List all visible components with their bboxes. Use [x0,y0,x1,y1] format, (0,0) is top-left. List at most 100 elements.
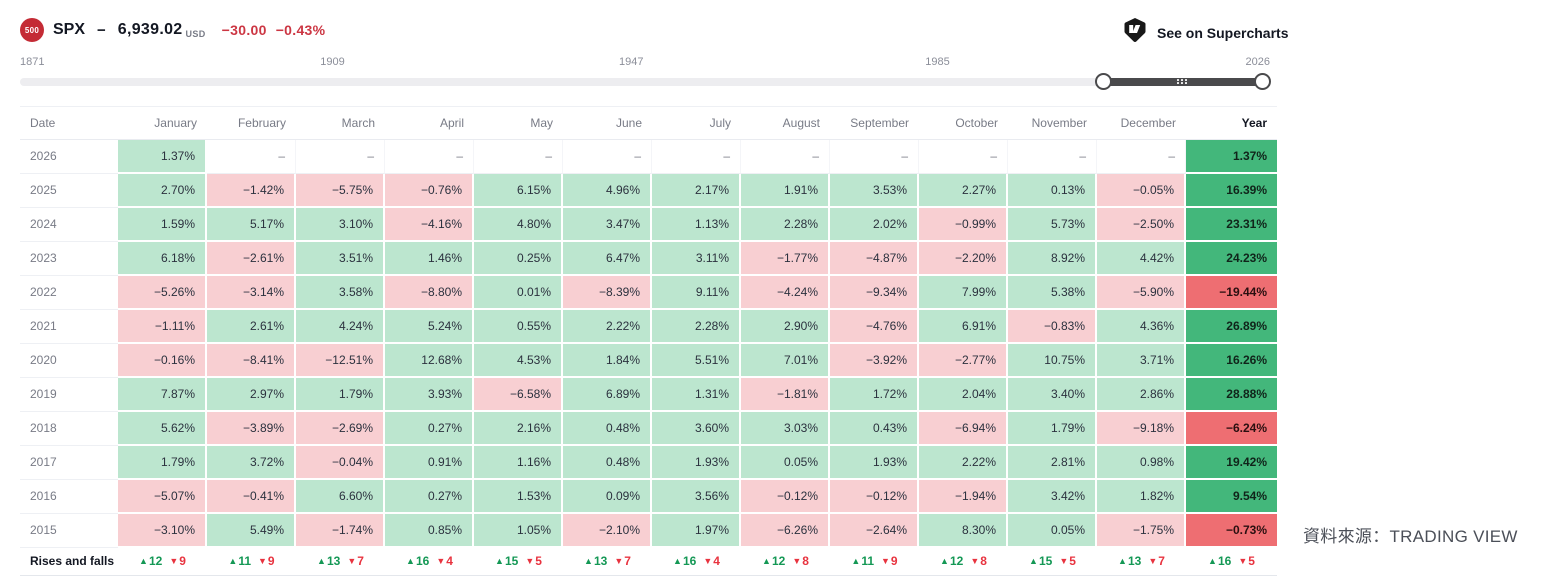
timeline-label-1947: 1947 [619,56,644,68]
up-count: ▲13 [317,554,341,568]
row-year-label: 2018 [20,412,118,446]
month-cell: −4.87% [830,242,919,276]
month-cell: 10.75% [1008,344,1097,378]
month-cell: 2.70% [118,174,207,208]
rises-falls-cell: ▲13 ▼7 [1097,548,1186,575]
up-count: ▲13 [1118,554,1142,568]
month-cell: 3.56% [652,480,741,514]
slider-handle-left[interactable] [1095,73,1112,90]
month-cell: 0.55% [474,310,563,344]
month-cell: 3.40% [1008,378,1097,412]
down-triangle-icon: ▼ [436,556,446,566]
down-count: ▼5 [525,554,542,568]
month-cell: 12.68% [385,344,474,378]
column-header-month: September [830,107,919,140]
month-cell: 2.04% [919,378,1008,412]
month-cell: 1.53% [474,480,563,514]
slider-handle-right[interactable] [1254,73,1271,90]
year-total-cell: 9.54% [1186,480,1277,514]
month-cell: 1.91% [741,174,830,208]
slider-grip-icon[interactable] [1177,79,1189,85]
month-cell: −1.42% [207,174,296,208]
month-cell: 6.15% [474,174,563,208]
month-cell: 7.87% [118,378,207,412]
month-cell: 0.13% [1008,174,1097,208]
rises-falls-cell: ▲15 ▼5 [1008,548,1097,575]
month-cell: 9.11% [652,276,741,310]
down-count: ▼5 [1059,554,1076,568]
month-cell: −4.76% [830,310,919,344]
up-triangle-icon: ▲ [673,556,682,566]
month-cell: −12.51% [296,344,385,378]
month-cell: 6.91% [919,310,1008,344]
up-triangle-icon: ▲ [851,556,861,566]
down-triangle-icon: ▼ [1148,556,1158,566]
see-on-supercharts-link[interactable]: See on Supercharts [1122,17,1289,48]
down-triangle-icon: ▼ [703,556,713,566]
down-triangle-icon: ▼ [347,556,357,566]
month-cell: 2.61% [207,310,296,344]
month-cell: 0.48% [563,446,652,480]
table-row: 2016 −5.07% −0.41% 6.60% 0.27% 1.53% 0.09% 3.56… [20,480,1277,514]
month-cell: −8.80% [385,276,474,310]
month-cell: 3.53% [830,174,919,208]
down-triangle-icon: ▼ [1238,556,1248,566]
down-triangle-icon: ▼ [258,556,267,566]
slider-selected-range[interactable] [1095,73,1271,90]
change-percent: −0.43% [275,22,326,38]
month-cell: −5.75% [296,174,385,208]
up-count: ▲13 [584,554,608,568]
rises-falls-year-cell: ▲16 ▼5 [1186,548,1277,575]
month-cell: 4.53% [474,344,563,378]
column-header-month: April [385,107,474,140]
year-total-cell: 28.88% [1186,378,1277,412]
month-cell: – [830,140,919,174]
table-row: 2017 1.79% 3.72% −0.04% 0.91% 1.16% 0.48% 1.93%… [20,446,1277,480]
last-price: 6,939.02 USD [118,21,206,39]
month-cell: 5.38% [1008,276,1097,310]
up-count: ▲12 [762,554,786,568]
tradingview-logo-icon [1122,17,1148,48]
month-cell: 2.90% [741,310,830,344]
month-cell: 8.30% [919,514,1008,548]
month-cell: 0.01% [474,276,563,310]
rises-falls-cell: ▲16 ▼4 [652,548,741,575]
table-row: 2015 −3.10% 5.49% −1.74% 0.85% 1.05% −2.10% 1.9… [20,514,1277,548]
month-cell: −8.39% [563,276,652,310]
month-cell: 1.31% [652,378,741,412]
year-total-cell: 19.42% [1186,446,1277,480]
slider-track[interactable] [20,78,1270,86]
month-cell: – [1008,140,1097,174]
month-cell: 6.47% [563,242,652,276]
month-cell: −2.61% [207,242,296,276]
month-cell: 0.91% [385,446,474,480]
month-cell: 2.86% [1097,378,1186,412]
up-triangle-icon: ▲ [940,556,949,566]
month-cell: −0.16% [118,344,207,378]
up-count: ▲15 [1029,554,1053,568]
month-cell: −2.50% [1097,208,1186,242]
rises-falls-cell: ▲16 ▼4 [385,548,474,575]
month-cell: −1.11% [118,310,207,344]
column-header-month: November [1008,107,1097,140]
up-triangle-icon: ▲ [228,556,238,566]
source-note: 資料來源：TRADING VIEW [1303,527,1518,546]
month-cell: −3.14% [207,276,296,310]
month-cell: – [563,140,652,174]
up-count: ▲11 [228,554,251,568]
up-count: ▲16 [1208,554,1232,568]
up-triangle-icon: ▲ [1208,556,1217,566]
column-header-month: January [118,107,207,140]
month-cell: −2.10% [563,514,652,548]
column-header-date: Date [20,107,118,140]
column-header-month: July [652,107,741,140]
month-cell: 1.84% [563,344,652,378]
up-count: ▲12 [139,554,163,568]
month-cell: 5.17% [207,208,296,242]
month-cell: 0.25% [474,242,563,276]
currency-label: USD [185,29,206,39]
down-triangle-icon: ▼ [525,556,535,566]
down-count: ▼9 [881,554,898,568]
up-count: ▲11 [851,554,874,568]
month-cell: 3.72% [207,446,296,480]
